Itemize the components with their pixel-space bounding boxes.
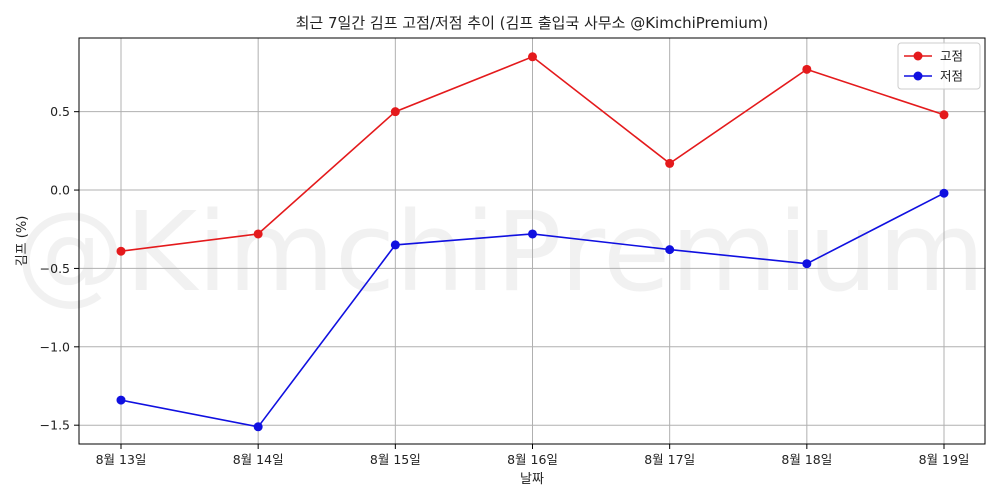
y-axis-ticks: 0.5 0.0 −0.5 −1.0 −1.5 — [40, 104, 79, 433]
y-tick-label: −1.0 — [40, 339, 70, 354]
legend-box — [897, 42, 981, 90]
x-tick-label: 8월 16일 — [507, 452, 558, 467]
y-tick-label: 0.0 — [50, 183, 70, 198]
y-tick-label: 0.5 — [50, 104, 70, 119]
data-point — [253, 422, 263, 432]
legend-label: 저점 — [940, 69, 963, 84]
data-point — [528, 229, 537, 239]
x-tick-label: 8월 14일 — [233, 452, 284, 467]
data-point — [390, 240, 400, 250]
data-point — [116, 395, 126, 405]
x-tick-label: 8월 18일 — [781, 452, 832, 467]
series-고점 — [116, 52, 949, 256]
data-point — [253, 229, 263, 239]
series-저점 — [116, 188, 949, 432]
x-tick-label: 8월 17일 — [644, 452, 695, 467]
legend-label: 고점 — [940, 49, 963, 64]
legend-marker — [913, 71, 923, 81]
y-tick-label: −1.5 — [40, 418, 70, 433]
data-point — [939, 188, 949, 198]
data-point — [528, 52, 537, 62]
y-axis-label: 김프 (%) — [15, 216, 30, 267]
x-tick-label: 8월 13일 — [96, 452, 147, 467]
series-layer — [116, 52, 949, 432]
x-tick-label: 8월 15일 — [370, 452, 421, 467]
chart-title: 최근 7일간 김프 고점/저점 추이 (김프 출입국 사무소 @KimchiPr… — [296, 14, 769, 32]
legend-marker — [913, 51, 923, 61]
data-point — [802, 64, 812, 74]
data-point — [939, 110, 949, 120]
x-tick-label: 8월 19일 — [919, 452, 970, 467]
data-point — [665, 158, 675, 168]
data-point — [116, 246, 126, 256]
data-point — [390, 107, 400, 117]
data-point — [665, 245, 675, 255]
x-axis-ticks: 8월 13일 8월 14일 8월 15일 8월 16일 8월 17일 8월 18일 8월 1… — [96, 444, 970, 467]
data-point — [802, 259, 812, 269]
x-axis-label: 날짜 — [520, 472, 544, 487]
y-tick-label: −0.5 — [40, 261, 70, 276]
watermark: @KimchiPremium — [15, 188, 985, 316]
grid — [79, 38, 985, 444]
